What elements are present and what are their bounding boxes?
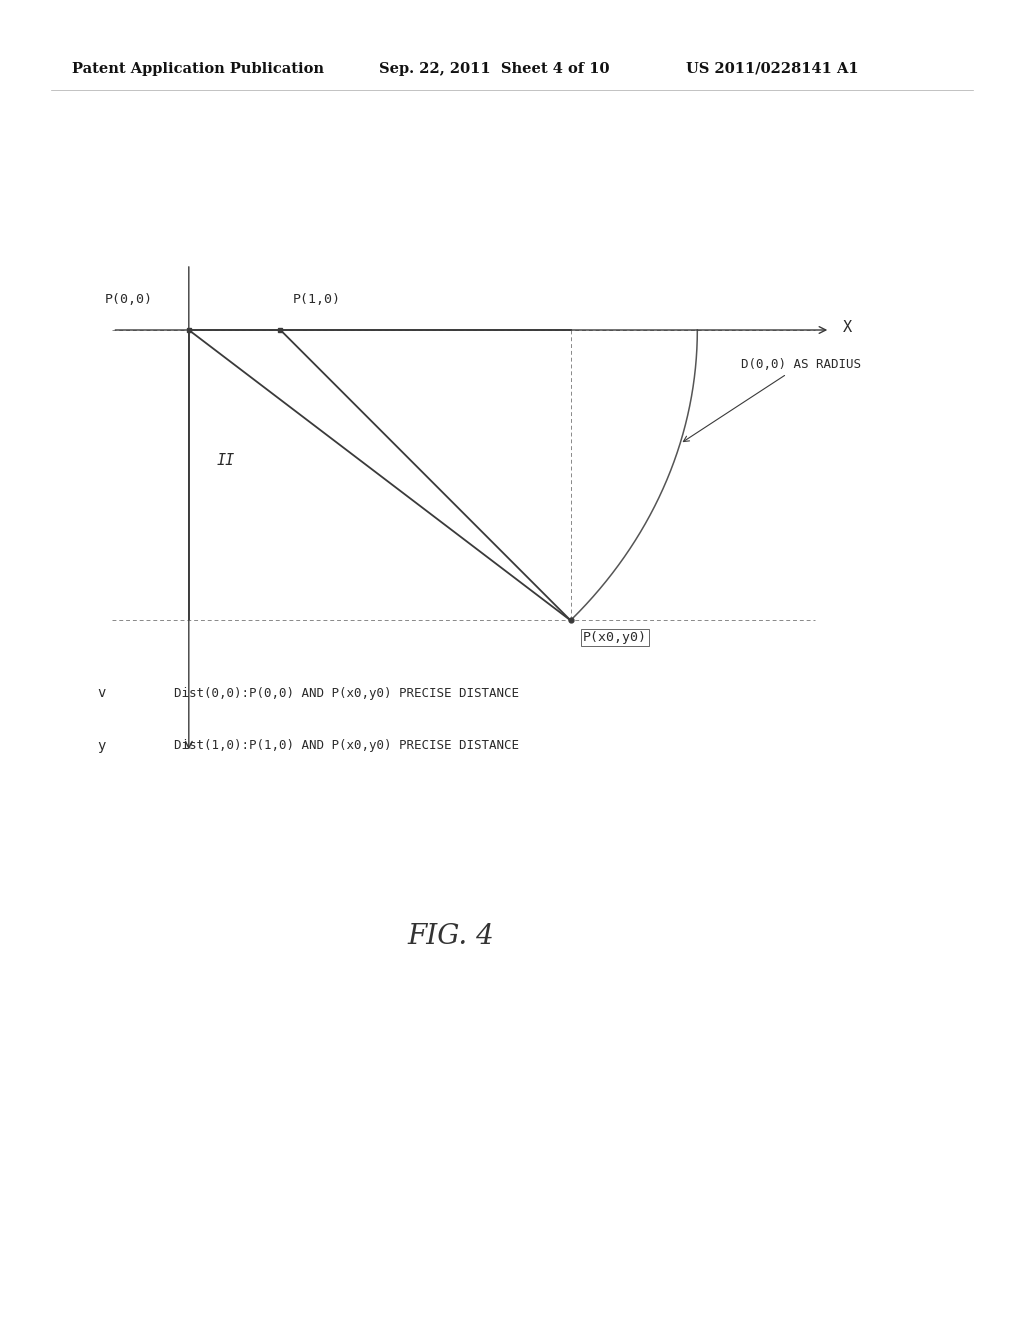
Text: Sep. 22, 2011  Sheet 4 of 10: Sep. 22, 2011 Sheet 4 of 10 xyxy=(379,62,609,75)
Text: US 2011/0228141 A1: US 2011/0228141 A1 xyxy=(686,62,859,75)
Text: P(0,0): P(0,0) xyxy=(104,293,153,306)
Text: II: II xyxy=(216,453,234,469)
Text: y: y xyxy=(97,739,105,752)
Text: P(x0,y0): P(x0,y0) xyxy=(583,631,647,644)
Text: X: X xyxy=(843,319,852,335)
Text: FIG. 4: FIG. 4 xyxy=(408,923,494,950)
Text: P(1,0): P(1,0) xyxy=(293,293,341,306)
Text: v: v xyxy=(97,686,105,700)
Text: Dist(1,0):P(1,0) AND P(x0,y0) PRECISE DISTANCE: Dist(1,0):P(1,0) AND P(x0,y0) PRECISE DI… xyxy=(173,739,518,752)
Text: Dist(0,0):P(0,0) AND P(x0,y0) PRECISE DISTANCE: Dist(0,0):P(0,0) AND P(x0,y0) PRECISE DI… xyxy=(173,686,518,700)
Text: D(0,0) AS RADIUS: D(0,0) AS RADIUS xyxy=(683,358,861,442)
Text: Patent Application Publication: Patent Application Publication xyxy=(72,62,324,75)
